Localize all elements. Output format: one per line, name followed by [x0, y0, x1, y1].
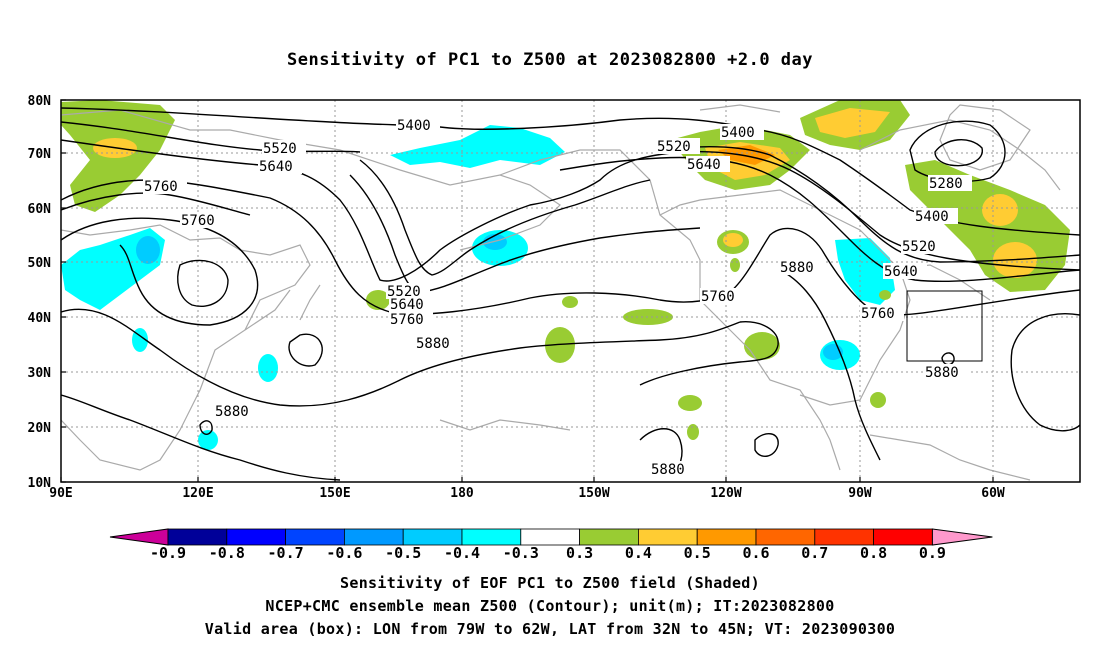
colorbar-label: 0.6 [742, 544, 769, 562]
lat-label: 50N [28, 256, 52, 271]
colorbar-bin [696, 528, 757, 546]
colorbar-bin [402, 528, 463, 546]
lat-label: 10N [28, 476, 52, 491]
contour-label: 5400 [915, 209, 949, 225]
lat-label: 30N [28, 366, 52, 381]
colorbar-bin [167, 528, 228, 546]
contour-label: 5760 [701, 289, 735, 305]
map-title: Sensitivity of PC1 to Z500 at 2023082800… [286, 50, 813, 70]
lat-label: 40N [28, 311, 52, 326]
lon-label: 120E [182, 486, 213, 501]
colorbar-label: 0.7 [801, 544, 828, 562]
contour-label: 5760 [144, 179, 178, 195]
lon-label: 60W [981, 486, 1005, 501]
lon-label: 120W [710, 486, 741, 501]
contour-labels: 5400 5520 5640 5760 5760 5520 5640 5760 … [143, 117, 972, 478]
caption-contour: NCEP+CMC ensemble mean Z500 (Contour); u… [265, 597, 835, 615]
contour-label: 5400 [397, 118, 431, 134]
colorbar-bin [226, 528, 287, 546]
colorbar-label: 0.3 [566, 544, 593, 562]
colorbar-label: -0.4 [444, 544, 480, 562]
colorbar-bin [285, 528, 345, 546]
map-frame [60, 99, 1081, 483]
colorbar-high-end [931, 528, 993, 546]
lat-label: 20N [28, 421, 52, 436]
contour-label: 5520 [263, 141, 297, 157]
latitude-labels: 80N 70N 60N 50N 40N 30N 20N 10N [28, 94, 52, 491]
colorbar-bin [343, 528, 404, 546]
contour-label: 5520 [657, 139, 691, 155]
contour-label: 5640 [259, 159, 293, 175]
colorbar-label: -0.5 [385, 544, 421, 562]
colorbar-label: 0.9 [919, 544, 946, 562]
colorbar-label: 0.8 [860, 544, 887, 562]
colorbar-bin [814, 528, 874, 546]
lon-label: 150E [319, 486, 350, 501]
lon-label: 90E [49, 486, 72, 501]
colorbar-label: 0.5 [684, 544, 711, 562]
contour-label: 5880 [780, 260, 814, 276]
contour-label: 5640 [687, 157, 721, 173]
contour-label: 5520 [902, 239, 936, 255]
colorbar-bin [520, 528, 580, 546]
contour-label: 5880 [215, 404, 249, 420]
contour-label: 5760 [181, 213, 215, 229]
lon-label: 180 [450, 486, 474, 501]
lon-label: 90W [848, 486, 872, 501]
axis-ticks [60, 99, 994, 483]
contour-label: 5400 [721, 125, 755, 141]
contour-label: 5880 [416, 336, 450, 352]
valid-area-box [906, 290, 983, 362]
colorbar-label: -0.8 [209, 544, 245, 562]
colorbar-bin [579, 528, 639, 546]
colorbar-label: -0.9 [150, 544, 186, 562]
colorbar-bin [755, 528, 816, 546]
coastlines [61, 104, 1061, 481]
contour-label: 5280 [929, 176, 963, 192]
colorbar-label: -0.7 [268, 544, 304, 562]
longitude-labels: 90E 120E 150E 180 150W 120W 90W 60W [49, 486, 1005, 501]
colorbar: -0.9 -0.8 -0.7 -0.6 -0.5 -0.4 -0.3 0.3 0.4 0.5 0.6… [109, 528, 993, 562]
colorbar-label: -0.3 [503, 544, 539, 562]
caption-valid-area: Valid area (box): LON from 79W to 62W, L… [204, 620, 896, 638]
lat-label: 60N [28, 202, 52, 217]
colorbar-bin [638, 528, 698, 546]
contour-label: 5640 [884, 264, 918, 280]
contour-label: 5880 [925, 365, 959, 381]
colorbar-bin [461, 528, 522, 546]
lon-label: 150W [578, 486, 609, 501]
contour-label: 5760 [390, 312, 424, 328]
colorbar-low-end [109, 528, 169, 546]
colorbar-label: -0.6 [326, 544, 362, 562]
lat-label: 80N [28, 94, 52, 109]
contour-label: 5640 [390, 297, 424, 313]
lat-label: 70N [28, 147, 52, 162]
caption-shading: Sensitivity of EOF PC1 to Z500 field (Sh… [340, 574, 760, 592]
contour-label: 5760 [861, 306, 895, 322]
contour-label: 5880 [651, 462, 685, 478]
colorbar-label: 0.4 [625, 544, 652, 562]
colorbar-bin [873, 528, 933, 546]
